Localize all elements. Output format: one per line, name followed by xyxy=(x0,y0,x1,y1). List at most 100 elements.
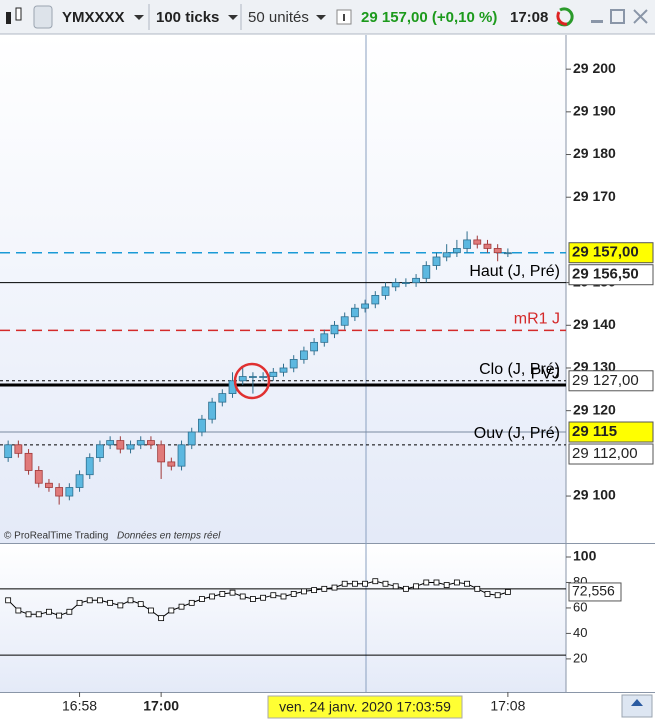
price-label-box xyxy=(568,443,654,465)
info-glyph xyxy=(343,14,345,21)
cursor-time: ven. 24 janv. 2020 17:03:59 xyxy=(279,699,451,715)
candle-body xyxy=(463,239,471,249)
close-button[interactable] xyxy=(633,9,648,24)
copyright: © ProRealTime Trading xyxy=(4,531,108,542)
y-tick-label: 100 xyxy=(573,548,597,564)
indicator-point xyxy=(341,580,348,587)
candle-body xyxy=(483,243,492,249)
candle-body xyxy=(198,418,206,433)
indicator-point xyxy=(158,615,165,622)
candle-body xyxy=(55,487,64,497)
maximize-button[interactable] xyxy=(610,9,625,24)
candle-body xyxy=(177,444,186,467)
indicator-point xyxy=(199,596,205,602)
candle-body xyxy=(422,265,431,279)
indicator-point xyxy=(250,596,256,602)
indicator-point xyxy=(443,582,450,588)
price-label: 29 157,00 xyxy=(572,244,639,261)
indicator-point xyxy=(239,593,246,600)
indicator-point xyxy=(107,599,114,606)
indicator-point xyxy=(66,608,73,615)
period[interactable]: 100 ticks xyxy=(156,9,219,26)
scroll-arrow xyxy=(631,699,643,706)
candle-body xyxy=(34,470,43,484)
candle-body xyxy=(340,316,349,326)
indicator-point xyxy=(321,585,328,592)
indicator-point xyxy=(25,611,32,618)
indicator-point xyxy=(464,580,470,587)
indicator-point xyxy=(290,591,297,597)
y-tick-label: 29 180 xyxy=(573,145,616,161)
candle-body xyxy=(330,324,339,335)
candle-body xyxy=(238,376,247,382)
highlight-circle xyxy=(233,362,271,400)
x-tick-label: 16:58 xyxy=(62,698,97,714)
candle-icon[interactable] xyxy=(6,7,22,24)
indicator-point xyxy=(423,579,430,586)
price-label: 29 112,00 xyxy=(572,445,638,462)
value-label-box xyxy=(568,582,622,602)
minimize-button[interactable] xyxy=(591,20,603,23)
y-tick-label: 29 120 xyxy=(573,401,616,417)
indicator-point xyxy=(219,591,226,597)
candle-body xyxy=(412,277,420,283)
indicator-point xyxy=(168,607,175,614)
indicator-point xyxy=(76,599,83,606)
indicator-point xyxy=(178,603,185,610)
candle-body xyxy=(75,474,84,488)
price-label-box xyxy=(568,264,654,286)
candle-body xyxy=(249,376,257,378)
candle-body xyxy=(14,444,23,454)
indicator-point xyxy=(137,601,144,608)
price-label-box xyxy=(568,370,654,392)
indicator-point xyxy=(148,607,154,614)
indicator-point xyxy=(372,578,379,585)
dropdown-arrow xyxy=(228,15,238,20)
candle-body xyxy=(106,440,115,446)
indicator-point xyxy=(504,589,511,595)
value-label: 72,556 xyxy=(572,583,615,599)
indicator-point xyxy=(280,593,287,600)
realtime-note: Données en temps réel xyxy=(117,531,221,542)
y-tick-label: 29 100 xyxy=(573,487,616,503)
y-tick-label: 29 140 xyxy=(573,316,616,332)
candle-body xyxy=(300,350,308,360)
dropdown-arrow xyxy=(316,15,326,20)
y-tick-label: 29 200 xyxy=(573,60,616,76)
candle-body xyxy=(473,239,482,245)
candle-body xyxy=(452,248,461,254)
candle-body xyxy=(96,444,104,459)
indicator-point xyxy=(474,585,481,592)
candle-body xyxy=(269,371,278,377)
candle-body xyxy=(218,393,227,403)
candle-body xyxy=(208,401,217,420)
candle-body xyxy=(391,282,400,288)
indicator-point xyxy=(127,597,134,604)
candle-body xyxy=(65,487,74,497)
indicator-point xyxy=(331,584,338,591)
candle-body xyxy=(432,256,441,266)
candle-body xyxy=(167,461,176,467)
candle-body xyxy=(147,440,155,446)
candle-body xyxy=(289,359,298,369)
indicator-point xyxy=(301,588,307,595)
candle-body xyxy=(442,252,451,258)
indicator-point xyxy=(97,597,103,604)
indicator-point xyxy=(494,592,501,599)
units[interactable]: 50 unités xyxy=(248,9,309,26)
indicator-point xyxy=(15,607,22,614)
refresh-icon-red xyxy=(556,11,568,26)
link-button[interactable] xyxy=(33,5,53,29)
price-label: 29 127,00 xyxy=(572,372,639,389)
x-tick-label: 17:00 xyxy=(143,698,179,714)
y-tick-label: 60 xyxy=(573,599,587,614)
symbol[interactable]: YMXXXX xyxy=(62,9,125,26)
level-label: Ouv (J, Pré) xyxy=(474,425,560,442)
candle-body xyxy=(157,444,166,463)
indicator-point xyxy=(117,602,124,609)
indicator-point xyxy=(453,579,460,586)
price-label: 29 115 xyxy=(572,423,617,440)
candle-body xyxy=(503,252,512,255)
